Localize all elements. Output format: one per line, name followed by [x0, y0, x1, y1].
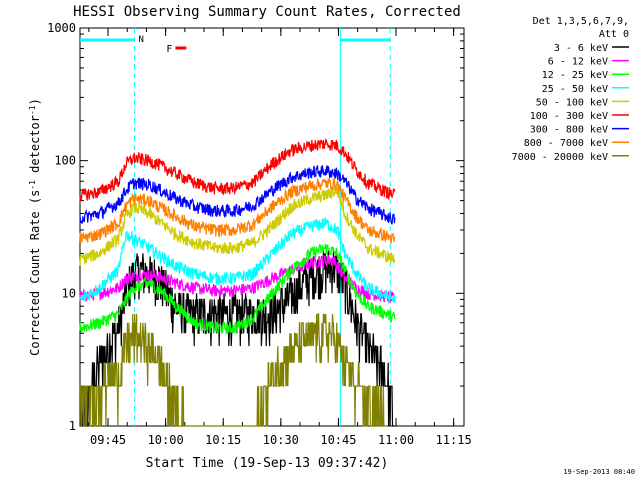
series-line-2	[79, 243, 396, 335]
y-tick-label: 1	[69, 419, 76, 433]
night-annotation-label: N	[139, 35, 144, 45]
chart-title: HESSI Observing Summary Count Rates, Cor…	[73, 4, 461, 20]
y-tick-label: 100	[54, 154, 76, 168]
legend-entry-label: 7000 - 20000 keV	[512, 152, 608, 163]
legend-entry-label: 3 - 6 keV	[554, 43, 608, 54]
x-tick-label: 11:15	[436, 433, 472, 447]
plot-frame	[79, 27, 465, 427]
legend-entry-label: 6 - 12 keV	[548, 57, 608, 68]
legend-entry-label: 800 - 7000 keV	[524, 138, 608, 149]
legend: Det 1,3,5,6,7,9, Att 0 3 - 6 keV 6 - 12 k…	[512, 16, 629, 163]
x-tick-label: 10:45	[320, 433, 356, 447]
observing-markers	[80, 28, 391, 426]
legend-title-line2: Att 0	[599, 29, 629, 40]
legend-entry-label: 100 - 300 keV	[530, 111, 608, 122]
legend-title-line1: Det 1,3,5,6,7,9,	[533, 16, 629, 27]
legend-entry-label: 50 - 100 keV	[536, 97, 608, 108]
series-line-3	[79, 217, 396, 304]
series-line-5	[79, 138, 396, 202]
y-axis-label: Corrected Count Rate (s-1 detector-1)	[28, 98, 43, 356]
legend-entry-label: 12 - 25 keV	[542, 70, 608, 81]
y-tick-label: 10	[62, 286, 76, 300]
series-lines	[79, 138, 396, 427]
series-line-8	[79, 313, 388, 427]
y-tick-label: 1000	[47, 21, 76, 35]
legend-entry-label: 25 - 50 keV	[542, 84, 608, 95]
generation-timestamp: 19-Sep-2013 08:40	[563, 468, 635, 476]
y-axis: 1 10 100 1000	[47, 21, 464, 433]
x-axis-label: Start Time (19-Sep-13 09:37:42)	[146, 456, 389, 471]
x-tick-label: 10:00	[148, 433, 184, 447]
series-line-6	[79, 164, 396, 225]
x-tick-label: 10:30	[263, 433, 299, 447]
flare-annotation-label: F	[166, 44, 172, 55]
x-tick-label: 11:00	[378, 433, 414, 447]
x-tick-label: 09:45	[90, 433, 126, 447]
series-line-1	[79, 255, 396, 304]
series-line-4	[79, 186, 396, 266]
legend-entry-label: 300 - 800 keV	[530, 125, 608, 136]
x-tick-label: 10:15	[205, 433, 241, 447]
series-line-7	[79, 178, 396, 244]
